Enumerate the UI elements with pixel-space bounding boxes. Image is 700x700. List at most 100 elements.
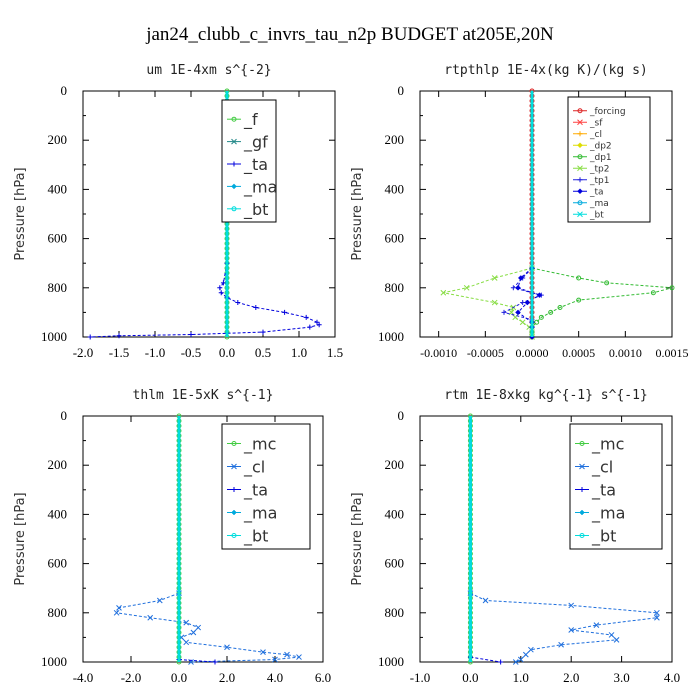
series-line — [90, 263, 321, 338]
legend: _mc _cl _ta _ma _bt — [569, 423, 663, 550]
legend-item: _dp1 — [573, 153, 612, 163]
y-axis-label: Pressure [hPa] — [13, 492, 28, 585]
legend-label: _ta — [589, 187, 604, 197]
x-tick-label: -1.5 — [109, 345, 130, 360]
legend: _forcing_sf _cl_dp2 _dp1_tp2 _tp1_ta _ma_bt — [567, 96, 651, 223]
y-tick-label: 1000 — [41, 654, 67, 669]
x-tick-label: 1.0 — [291, 345, 307, 360]
legend-label: _forcing — [589, 107, 626, 117]
x-tick-label: 0.0010 — [609, 346, 642, 360]
panel-title: um 1E-4xm s^{-2} — [146, 63, 271, 78]
y-tick-label: 800 — [48, 605, 68, 620]
x-tick-label: 0.0 — [171, 670, 187, 685]
legend-label: _tp2 — [589, 164, 609, 174]
legend-label: _f — [243, 110, 258, 130]
legend-item: _cl — [227, 458, 265, 478]
x-tick-label: 6.0 — [315, 670, 331, 685]
series-ta — [176, 657, 218, 665]
legend-item: _forcing — [573, 107, 626, 117]
legend-box — [569, 423, 663, 550]
legend-item: _mc — [227, 435, 276, 455]
y-axis-label: Pressure [hPa] — [350, 167, 365, 260]
y-tick-label: 1000 — [41, 329, 67, 344]
x-tick-label: -2.0 — [121, 670, 142, 685]
x-tick-label: 4.0 — [664, 670, 680, 685]
y-tick-label: 200 — [385, 132, 405, 147]
x-tick-label: 3.0 — [613, 670, 629, 685]
legend-label: _sf — [589, 118, 603, 128]
y-tick-label: 800 — [385, 280, 405, 295]
y-tick-label: 200 — [385, 457, 405, 472]
legend-item: _bt — [573, 210, 604, 220]
x-tick-label: -1.0 — [145, 345, 166, 360]
series-line — [531, 267, 673, 337]
legend-item: _sf — [573, 118, 603, 128]
y-tick-label: 0 — [61, 408, 68, 423]
series-line — [443, 267, 533, 337]
legend-label: _cl — [591, 458, 613, 478]
y-tick-label: 0 — [61, 83, 68, 98]
legend-label: _tp1 — [589, 176, 609, 186]
series-cl — [113, 590, 302, 665]
legend-item: _cl — [575, 458, 613, 478]
x-tick-label: -0.0010 — [420, 346, 457, 360]
x-tick-label: 0.0015 — [656, 346, 689, 360]
y-tick-label: 200 — [48, 132, 68, 147]
legend-label: _bt — [243, 200, 268, 220]
series-line — [178, 659, 216, 663]
legend-box — [221, 99, 277, 223]
legend-label: _ta — [243, 155, 268, 175]
panel-3: thlm 1E-5xK s^{-1} 0 200 400 600 800 1000 -4.0 -… — [13, 388, 331, 685]
series-ta — [467, 654, 504, 665]
y-tick-label: 600 — [385, 231, 405, 246]
legend-item: _ma — [573, 199, 609, 209]
legend: _mc _cl _ta _ma _bt — [221, 423, 311, 550]
legend-label: _cl — [243, 458, 265, 478]
legend-item: _ma — [227, 177, 277, 197]
legend-item: _dp2 — [573, 141, 612, 151]
legend-label: _dp2 — [589, 141, 612, 151]
legend-label: _ta — [243, 481, 268, 501]
x-tick-label: -4.0 — [73, 670, 94, 685]
x-tick-label: 0.0000 — [516, 346, 549, 360]
legend-label: _cl — [589, 130, 602, 140]
y-tick-label: 1000 — [378, 654, 404, 669]
series-line — [115, 592, 300, 663]
series-cl — [467, 590, 660, 665]
y-tick-label: 600 — [48, 231, 68, 246]
legend-item: _ta — [573, 187, 604, 197]
y-axis-label: Pressure [hPa] — [13, 167, 28, 260]
panel-title: thlm 1E-5xK s^{-1} — [133, 388, 274, 403]
x-tick-label: 1.0 — [513, 670, 529, 685]
panel-4: rtm 1E-8xkg kg^{-1} s^{-1} 0 200 400 600 800 1… — [350, 388, 680, 685]
x-tick-label: 0.0005 — [562, 346, 595, 360]
legend-item: _ta — [227, 155, 268, 175]
y-tick-label: 800 — [48, 280, 68, 295]
legend-label: _ta — [591, 481, 616, 501]
legend-box — [221, 423, 311, 550]
series-ta — [87, 260, 322, 340]
legend-label: _mc — [243, 435, 276, 455]
legend-item: _bt — [227, 527, 268, 547]
x-tick-label: -0.0005 — [467, 346, 504, 360]
legend-item: _ta — [227, 481, 268, 501]
legend-label: _ma — [243, 504, 277, 524]
series-dp1 — [529, 265, 675, 340]
legend-label: _ma — [589, 199, 609, 209]
y-tick-label: 800 — [385, 605, 405, 620]
legend-item: _tp1 — [573, 176, 609, 186]
legend-item: _mc — [575, 435, 624, 455]
legend-item: _bt — [227, 200, 268, 220]
legend-label: _bt — [243, 527, 268, 547]
series-line — [470, 592, 658, 663]
y-tick-label: 600 — [385, 556, 405, 571]
legend: _f _gf_ta_ma _bt — [221, 99, 277, 223]
series-ta — [515, 265, 543, 340]
x-tick-label: 0.5 — [255, 345, 271, 360]
x-tick-label: 2.0 — [563, 670, 579, 685]
panel-title: rtpthlp 1E-4x(kg K)/(kg s) — [444, 63, 648, 78]
legend-label: _dp1 — [589, 153, 612, 163]
x-tick-label: 4.0 — [267, 670, 283, 685]
legend-label: _bt — [591, 527, 616, 547]
